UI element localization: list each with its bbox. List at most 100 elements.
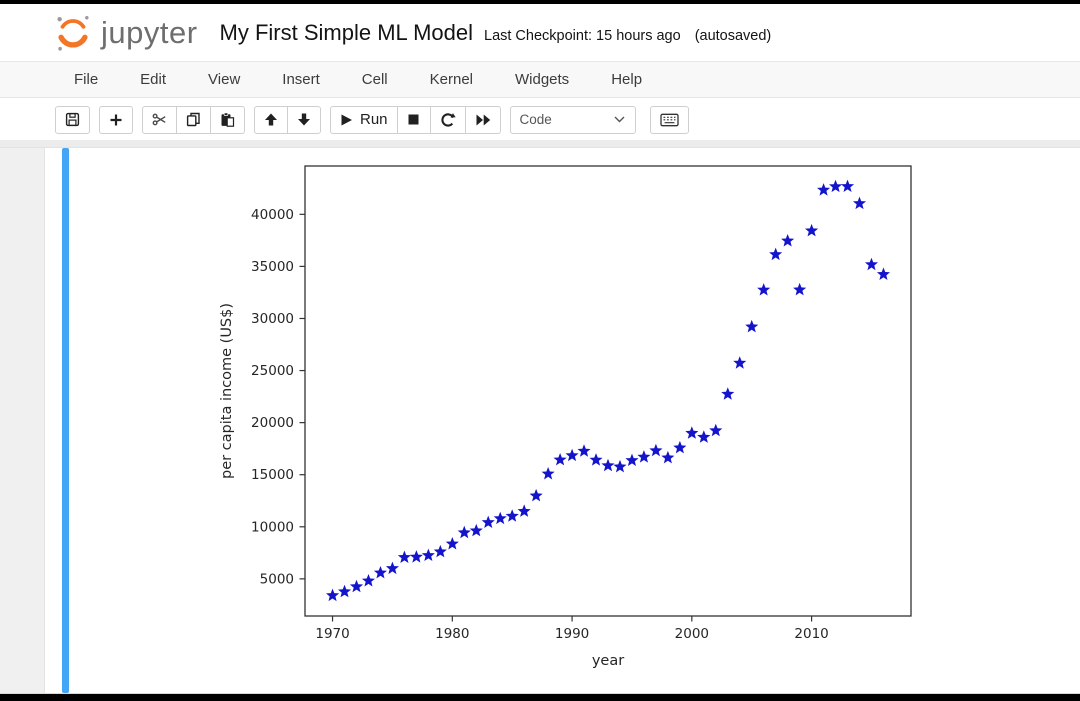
move-cell-down-button[interactable] bbox=[287, 105, 321, 134]
x-tick-label: 2000 bbox=[675, 626, 709, 642]
add-cell-icon bbox=[110, 114, 122, 125]
data-point-star bbox=[349, 579, 364, 593]
data-point-star bbox=[864, 257, 878, 271]
jupyter-logo-icon bbox=[57, 15, 89, 51]
checkpoint-status: Last Checkpoint: 15 hours ago bbox=[484, 27, 681, 44]
keyboard-icon bbox=[659, 113, 679, 126]
data-point-star bbox=[829, 179, 843, 193]
menu-view[interactable]: View bbox=[208, 71, 241, 88]
menu-kernel[interactable]: Kernel bbox=[429, 71, 473, 88]
data-point-star bbox=[673, 440, 687, 454]
data-point-star bbox=[613, 459, 627, 473]
data-point-star bbox=[709, 423, 723, 437]
menu-help[interactable]: Help bbox=[611, 71, 643, 88]
command-palette-button[interactable] bbox=[649, 105, 689, 134]
x-tick-label: 1990 bbox=[555, 626, 589, 642]
jupyter-wordmark: jupyter bbox=[101, 14, 198, 50]
data-point-star bbox=[852, 196, 867, 210]
y-tick-label: 15000 bbox=[251, 467, 294, 483]
data-point-star bbox=[373, 566, 387, 579]
menu-edit[interactable]: Edit bbox=[140, 71, 167, 88]
restart-icon bbox=[440, 112, 456, 127]
data-point-star bbox=[421, 548, 435, 561]
selected-cell-indicator[interactable] bbox=[62, 148, 69, 693]
y-tick-label: 40000 bbox=[251, 207, 294, 223]
restart-run-all-button[interactable] bbox=[464, 105, 501, 134]
save-button[interactable] bbox=[55, 105, 90, 134]
data-point-star bbox=[625, 453, 639, 466]
toolbar: Run Code bbox=[0, 99, 1080, 140]
x-tick-label: 2010 bbox=[794, 626, 828, 642]
data-point-star bbox=[565, 448, 579, 462]
data-point-star bbox=[601, 458, 615, 472]
notebook-header: jupyter My First Simple ML Model Last Ch… bbox=[0, 4, 1080, 61]
data-point-star bbox=[385, 561, 399, 575]
restart-kernel-button[interactable] bbox=[429, 105, 466, 134]
cut-cell-button[interactable] bbox=[142, 105, 177, 134]
output-plot: 1970 1980 1990 2000 2010 5000 10000 15000 20000 2… bbox=[219, 165, 912, 669]
data-point-star bbox=[541, 467, 555, 480]
y-tick-label: 20000 bbox=[251, 415, 294, 431]
x-axis-label: year bbox=[592, 653, 624, 669]
jupyter-logo[interactable]: jupyter bbox=[52, 11, 198, 55]
save-icon bbox=[65, 112, 80, 127]
menu-bar: File Edit View Insert Cell Kernel Widget… bbox=[0, 61, 1080, 98]
chevron-down-icon bbox=[614, 116, 625, 123]
data-point-star bbox=[661, 450, 675, 464]
data-point-star bbox=[589, 453, 603, 466]
menu-file[interactable]: File bbox=[74, 71, 99, 88]
data-point-star bbox=[697, 430, 711, 443]
data-point-star bbox=[338, 584, 352, 598]
data-point-star bbox=[757, 283, 771, 296]
notebook-title[interactable]: My First Simple ML Model bbox=[219, 19, 473, 45]
notebook-scroll-area[interactable]: 1970 1980 1990 2000 2010 5000 10000 15000 20000 2… bbox=[0, 148, 1080, 694]
menu-widgets[interactable]: Widgets bbox=[515, 71, 570, 88]
move-cell-up-button[interactable] bbox=[254, 105, 288, 134]
data-point-star bbox=[733, 356, 747, 369]
data-point-star bbox=[649, 443, 663, 457]
screenshot-bottom-border bbox=[0, 694, 1080, 701]
y-axis-label: per capita income (US$) bbox=[219, 303, 235, 479]
data-point-star bbox=[361, 574, 375, 587]
add-cell-button[interactable] bbox=[99, 105, 133, 134]
data-point-star bbox=[409, 550, 423, 563]
run-button[interactable]: Run bbox=[330, 105, 398, 134]
data-point-star bbox=[841, 179, 855, 192]
y-tick-label: 5000 bbox=[260, 571, 294, 587]
data-point-star bbox=[721, 387, 735, 400]
data-point-star bbox=[481, 515, 495, 528]
data-point-star bbox=[805, 223, 819, 237]
data-point-star bbox=[817, 183, 831, 196]
copy-cell-button[interactable] bbox=[176, 105, 211, 134]
cell-type-value: Code bbox=[519, 112, 552, 127]
x-tick-label: 1980 bbox=[435, 626, 469, 642]
menu-insert[interactable]: Insert bbox=[282, 71, 320, 88]
data-point-star bbox=[517, 504, 531, 517]
run-button-label: Run bbox=[360, 111, 388, 128]
data-point-star bbox=[529, 488, 543, 502]
paste-cell-button[interactable] bbox=[210, 105, 245, 134]
data-point-star bbox=[745, 319, 759, 333]
y-tick-label: 10000 bbox=[251, 519, 294, 535]
data-point-star bbox=[445, 537, 459, 550]
x-tick-label: 1970 bbox=[315, 626, 349, 642]
title-group: My First Simple ML Model Last Checkpoint… bbox=[220, 20, 772, 46]
play-icon bbox=[341, 114, 352, 125]
toolbar-divider bbox=[0, 140, 1080, 148]
y-tick-label: 25000 bbox=[251, 363, 294, 379]
data-point-star bbox=[876, 267, 890, 280]
fast-forward-icon bbox=[476, 114, 490, 125]
data-point-star bbox=[326, 588, 340, 602]
data-point-star bbox=[493, 511, 507, 525]
menu-cell[interactable]: Cell bbox=[361, 71, 388, 88]
data-point-star bbox=[469, 523, 483, 537]
data-point-star bbox=[457, 525, 471, 539]
data-point-star bbox=[433, 544, 447, 558]
screenshot-top-border bbox=[0, 0, 1080, 4]
data-point-star bbox=[637, 450, 651, 463]
autosave-indicator: (autosaved) bbox=[694, 27, 772, 44]
interrupt-kernel-button[interactable] bbox=[396, 105, 431, 134]
stop-icon bbox=[408, 114, 419, 125]
cell-type-dropdown[interactable]: Code bbox=[509, 105, 636, 134]
arrow-up-icon bbox=[265, 113, 277, 126]
